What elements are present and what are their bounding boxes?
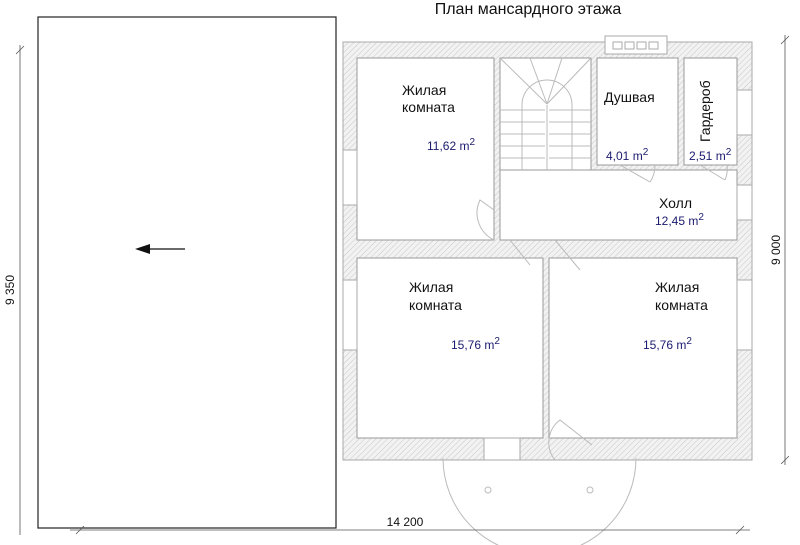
windows (342, 89, 753, 461)
doors (442, 164, 728, 545)
room-area: 12,45 m2 (655, 212, 704, 228)
room-area: 15,76 m2 (643, 336, 692, 352)
stairs (499, 57, 592, 171)
plan-title: План мансардного этажа (435, 1, 622, 18)
room-living-2 (356, 257, 544, 439)
adjacent-block (37, 16, 337, 529)
room-name: Жилая (402, 82, 446, 98)
arrow-left-icon (135, 244, 185, 254)
room-area: 4,01 m2 (606, 147, 649, 163)
room-name: Душвая (604, 89, 655, 105)
room-living-3 (548, 257, 738, 439)
room-name: комната (655, 297, 708, 313)
room-wardrobe (683, 57, 738, 166)
room-area: 2,51 m2 (689, 147, 732, 163)
room-hall (499, 169, 738, 241)
dimension-left: 9 350 (3, 275, 17, 305)
room-name: комната (402, 99, 455, 115)
room-area: 11,62 m2 (427, 137, 475, 153)
room-shower (596, 57, 679, 166)
room-area: 15,76 m2 (451, 336, 500, 352)
room-name: Жилая (409, 279, 453, 295)
room-name: Холл (659, 195, 692, 211)
room-living-1 (356, 57, 495, 241)
dimension-right: 9 000 (769, 235, 783, 265)
room-name: Жилая (655, 279, 699, 295)
dimension-lines (15, 35, 790, 535)
dimension-bottom: 14 200 (387, 515, 424, 529)
stair-steps (499, 57, 592, 170)
room-name: комната (409, 297, 462, 313)
room-name: Гардероб (697, 80, 713, 142)
